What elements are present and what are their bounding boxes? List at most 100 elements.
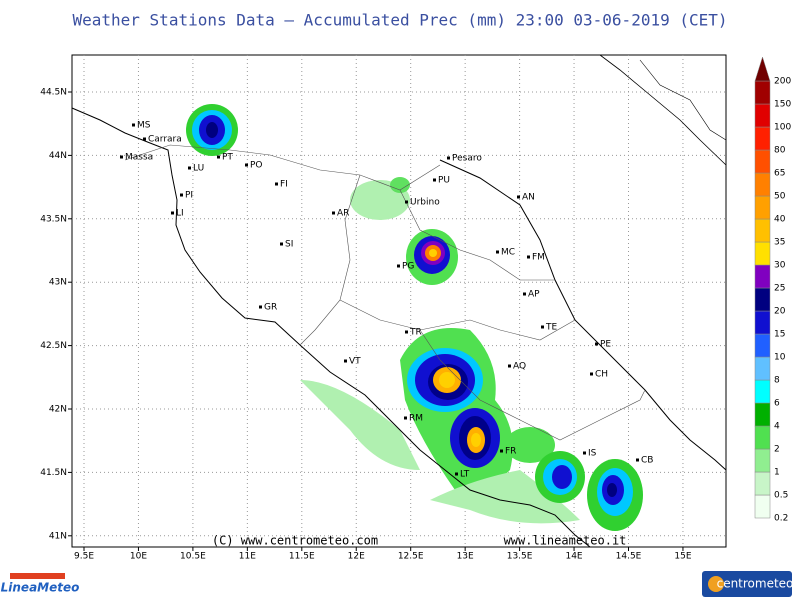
city-dot (217, 155, 220, 159)
colorbar-label: 50 (774, 192, 786, 202)
logo-text: LineaMeteo (1, 581, 80, 595)
colorbar-label: 10 (774, 353, 786, 363)
logo: LineaMeteo (1, 573, 80, 595)
city-dot (541, 325, 544, 329)
city-label: Urbino (410, 198, 440, 208)
colorbar-box (754, 264, 771, 289)
lon-label: 12.5E (398, 552, 424, 562)
city-dot (455, 472, 458, 476)
city-label: LI (176, 209, 184, 219)
precip-blob (300, 328, 580, 524)
colorbar-box (754, 80, 771, 105)
city-label: PU (438, 176, 450, 186)
city-dot (180, 193, 183, 197)
city-dot (405, 330, 408, 334)
lon-label: 10.5E (180, 552, 206, 562)
city-dot (171, 211, 174, 215)
city-label: FM (532, 253, 545, 263)
city-dot (344, 359, 347, 363)
city-label: Pesaro (452, 154, 482, 164)
precip-fields (186, 104, 643, 531)
city-dot (508, 364, 511, 368)
city-label: AQ (513, 362, 526, 372)
colorbar-box (754, 103, 771, 128)
colorbar-box (754, 356, 771, 381)
colorbar-box (754, 379, 771, 404)
title: Weather Stations Data — Accumulated Prec… (72, 11, 727, 30)
city-dot (188, 166, 191, 170)
colorbar-box (754, 310, 771, 335)
coastlines (71, 54, 727, 548)
city-dot (143, 137, 146, 141)
city-dot (517, 195, 520, 199)
city-label: TE (545, 323, 557, 333)
city-label: AP (528, 290, 540, 300)
colorbar-box (754, 494, 771, 519)
colorbar-label: 2 (774, 445, 780, 455)
lat-label: 44N (49, 151, 67, 161)
lon-label: 10E (130, 552, 147, 562)
city-dot (397, 264, 400, 268)
lat-label: 43.5N (40, 214, 67, 224)
colorbar-label: 25 (774, 284, 785, 294)
logo-text: centrometeo (717, 577, 794, 591)
city-label: VT (349, 357, 361, 367)
city-label: PE (600, 340, 611, 350)
city-label: GR (264, 303, 277, 313)
colorbar-label: 65 (774, 169, 785, 179)
city-dot (595, 342, 598, 346)
city-label: Massa (125, 153, 153, 163)
lat-label: 42N (49, 405, 67, 415)
colorbar-label: 4 (774, 422, 780, 432)
lon-label: 11E (239, 552, 256, 562)
precip-blob (587, 459, 643, 531)
city-dot (245, 163, 248, 167)
precip-blob (186, 104, 238, 156)
colorbar-box (754, 172, 771, 197)
lat-label: 44.5N (40, 88, 67, 98)
precip-blob (350, 177, 410, 220)
city-label: PG (402, 262, 414, 272)
colorbar-label: 30 (774, 261, 786, 271)
city-dot (500, 449, 503, 453)
lon-label: 13.5E (507, 552, 533, 562)
colorbar-label: 150 (774, 100, 791, 110)
colorbar-box (754, 126, 771, 151)
city-dot (433, 178, 436, 182)
city-label: LU (193, 164, 204, 174)
lon-label: 12E (348, 552, 365, 562)
city-label: SI (285, 240, 293, 250)
lon-label: 9.5E (74, 552, 94, 562)
lat-label: 42.5N (40, 341, 67, 351)
city-label: Carrara (148, 135, 182, 145)
lon-label: 14.5E (616, 552, 642, 562)
region-borders (124, 144, 646, 441)
city-label: IS (588, 449, 597, 459)
lat-label: 43N (49, 278, 67, 288)
precip-blob (406, 229, 458, 285)
credit: www.lineameteo.it (504, 534, 627, 548)
city-label: PO (250, 161, 263, 171)
colorbar-label: 100 (774, 123, 791, 133)
city-dot (447, 156, 450, 160)
city-label: MS (137, 121, 151, 131)
axes: 44.5N 44N 43.5N 43N 42.5N 42N 41.5N 41N 9.5E 10E 1… (40, 88, 692, 562)
colorbar-box (754, 218, 771, 243)
city-dot (280, 242, 283, 246)
lon-label: 11.5E (289, 552, 315, 562)
colorbar-cap (754, 56, 771, 82)
city-dot (496, 250, 499, 254)
colorbar-box (754, 195, 771, 220)
colorbar-box (754, 471, 771, 496)
colorbar-label: 20 (774, 307, 786, 317)
city-dot (404, 416, 407, 420)
city-label: AR (337, 209, 349, 219)
colorbar-label: 0.2 (774, 514, 788, 524)
city-dot (527, 255, 530, 259)
city-label: RM (409, 414, 423, 424)
city-label: CB (641, 456, 653, 466)
colorbar-box (754, 402, 771, 427)
city-label: PI (185, 191, 193, 201)
city-dot (132, 123, 135, 127)
colorbar-label: 8 (774, 376, 780, 386)
